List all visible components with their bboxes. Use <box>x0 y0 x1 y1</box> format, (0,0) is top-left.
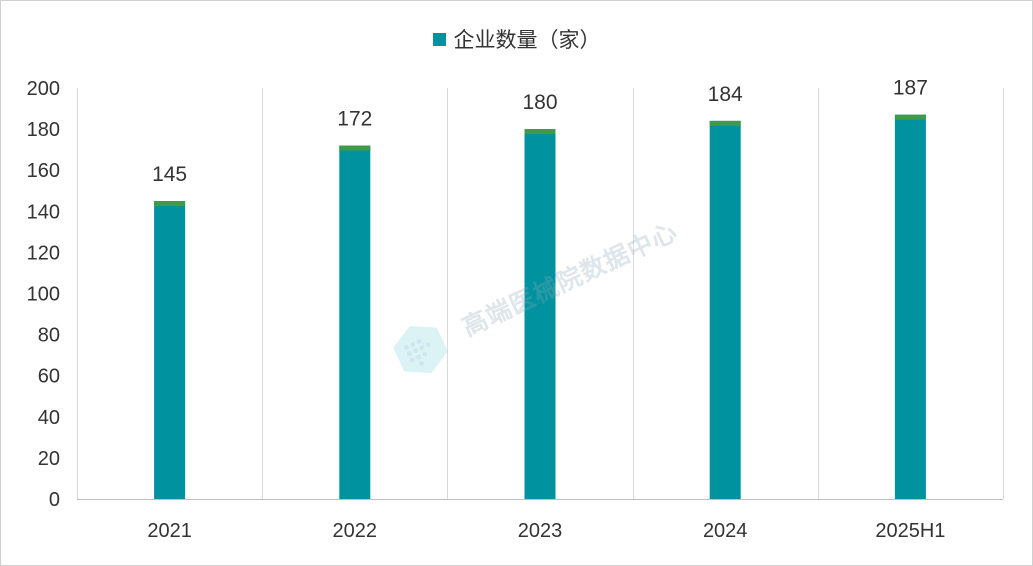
y-tick-label: 200 <box>27 78 60 100</box>
x-tick-label: 2021 <box>147 520 192 542</box>
bar-cap <box>154 201 186 207</box>
bar <box>154 201 186 499</box>
y-tick-label: 160 <box>27 160 60 182</box>
data-label: 180 <box>522 91 557 114</box>
y-tick-label: 80 <box>38 325 60 347</box>
data-label: 187 <box>893 77 928 100</box>
data-label: 145 <box>152 163 187 186</box>
x-tick-label: 2025H1 <box>875 520 945 542</box>
bar <box>339 145 371 500</box>
y-tick-label: 20 <box>38 448 60 470</box>
x-tick-label: 2024 <box>703 520 748 542</box>
bar-cap <box>339 145 371 151</box>
bar <box>709 120 741 499</box>
bar-cap <box>709 120 741 126</box>
bar <box>894 114 926 499</box>
y-tick-label: 180 <box>27 119 60 141</box>
legend-label: 企业数量（家） <box>453 28 601 52</box>
x-tick-label: 2023 <box>518 520 563 542</box>
watermark-logo-icon <box>393 325 448 374</box>
y-tick-label: 40 <box>38 407 60 429</box>
legend-swatch <box>432 32 446 46</box>
watermark: 高端医械院数据中心 <box>381 196 710 399</box>
y-tick-label: 140 <box>27 201 60 223</box>
bar-cap <box>894 114 926 120</box>
bar-cap <box>524 129 556 135</box>
data-label: 172 <box>337 108 372 131</box>
legend: 企业数量（家） <box>0 24 1033 54</box>
bar <box>524 129 556 499</box>
y-tick-label: 100 <box>27 284 60 306</box>
y-tick-label: 120 <box>27 242 60 264</box>
x-tick-label: 2022 <box>333 520 378 542</box>
y-tick-label: 60 <box>38 366 60 388</box>
y-tick-label: 0 <box>49 489 60 511</box>
data-label: 184 <box>708 83 743 106</box>
